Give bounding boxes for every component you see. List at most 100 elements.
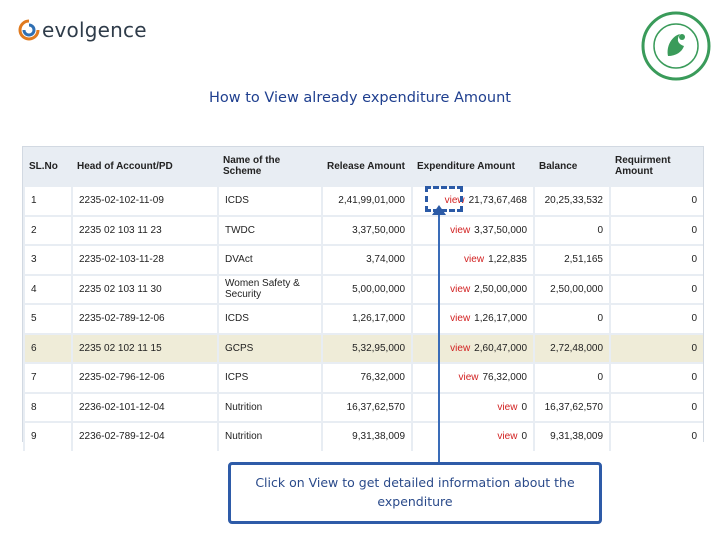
cell-release: 2,41,99,01,000 <box>321 185 411 215</box>
view-link[interactable]: view <box>450 313 471 325</box>
cell-slno: 1 <box>23 185 71 215</box>
cell-scheme: Nutrition <box>217 421 321 451</box>
cell-expenditure: view 0 <box>411 421 533 451</box>
table-row: 3 2235-02-103-11-28 DVAct 3,74,000 view 1,22,… <box>23 244 703 274</box>
cell-scheme: Nutrition <box>217 391 321 421</box>
instruction-callout: Click on View to get detailed informatio… <box>228 462 602 524</box>
expenditure-amount: 0 <box>521 431 527 443</box>
cell-slno: 4 <box>23 273 71 303</box>
expenditure-table: SL.No Head of Account/PD Name of the Sch… <box>22 146 704 451</box>
cell-scheme: ICDS <box>217 303 321 333</box>
brand-logo: evolgence <box>18 18 147 42</box>
expenditure-amount: 3,37,50,000 <box>474 224 527 236</box>
cell-release: 3,37,50,000 <box>321 214 411 244</box>
cell-balance: 0 <box>533 214 609 244</box>
cell-head-of-account: 2235 02 103 11 23 <box>71 214 217 244</box>
view-link[interactable]: view <box>458 372 479 384</box>
department-seal-icon <box>640 10 712 82</box>
view-link[interactable]: view <box>450 283 471 295</box>
col-header-expenditure: Expenditure Amount <box>411 147 533 185</box>
expenditure-amount: 1,22,835 <box>488 254 527 266</box>
cell-expenditure: view 1,26,17,000 <box>411 303 533 333</box>
cell-expenditure: view 3,37,50,000 <box>411 214 533 244</box>
cell-scheme: GCPS <box>217 332 321 362</box>
cell-requirement: 0 <box>609 273 703 303</box>
expenditure-amount: 2,60,47,000 <box>474 342 527 354</box>
cell-requirement: 0 <box>609 244 703 274</box>
table-header-row: SL.No Head of Account/PD Name of the Sch… <box>23 147 703 185</box>
cell-expenditure: view 2,60,47,000 <box>411 332 533 362</box>
cell-head-of-account: 2235 02 103 11 30 <box>71 273 217 303</box>
cell-head-of-account: 2235-02-796-12-06 <box>71 362 217 392</box>
cell-balance: 9,31,38,009 <box>533 421 609 451</box>
cell-slno: 2 <box>23 214 71 244</box>
cell-balance: 0 <box>533 362 609 392</box>
cell-slno: 5 <box>23 303 71 333</box>
cell-requirement: 0 <box>609 185 703 215</box>
view-link[interactable]: view <box>497 401 518 413</box>
cell-slno: 3 <box>23 244 71 274</box>
cell-balance: 2,51,165 <box>533 244 609 274</box>
col-header-balance: Balance <box>533 147 609 185</box>
cell-release: 16,37,62,570 <box>321 391 411 421</box>
expenditure-amount: 21,73,67,468 <box>468 195 527 207</box>
cell-release: 5,32,95,000 <box>321 332 411 362</box>
cell-balance: 2,50,00,000 <box>533 273 609 303</box>
cell-slno: 9 <box>23 421 71 451</box>
logo-text: evolgence <box>42 18 147 42</box>
col-header-requirement: Requirment Amount <box>609 147 703 185</box>
expenditure-amount: 1,26,17,000 <box>474 313 527 325</box>
cell-scheme: Women Safety & Security <box>217 273 321 303</box>
cell-release: 1,26,17,000 <box>321 303 411 333</box>
cell-head-of-account: 2235-02-103-11-28 <box>71 244 217 274</box>
table-row: 8 2236-02-101-12-04 Nutrition 16,37,62,570 v… <box>23 391 703 421</box>
view-highlight-box <box>425 186 463 212</box>
cell-release: 5,00,00,000 <box>321 273 411 303</box>
col-header-release: Release Amount <box>321 147 411 185</box>
cell-expenditure: view 2,50,00,000 <box>411 273 533 303</box>
cell-slno: 7 <box>23 362 71 392</box>
cell-requirement: 0 <box>609 391 703 421</box>
table-row: 7 2235-02-796-12-06 ICPS 76,32,000 view 76,32… <box>23 362 703 392</box>
cell-requirement: 0 <box>609 332 703 362</box>
cell-expenditure: view 0 <box>411 391 533 421</box>
expenditure-amount: 2,50,00,000 <box>474 283 527 295</box>
cell-balance: 2,72,48,000 <box>533 332 609 362</box>
expenditure-amount: 76,32,000 <box>482 372 528 384</box>
cell-slno: 8 <box>23 391 71 421</box>
cell-scheme: ICDS <box>217 185 321 215</box>
table-row: 2 2235 02 103 11 23 TWDC 3,37,50,000 view 3,3… <box>23 214 703 244</box>
cell-balance: 0 <box>533 303 609 333</box>
cell-release: 9,31,38,009 <box>321 421 411 451</box>
view-link[interactable]: view <box>444 195 465 207</box>
table-row: 4 2235 02 103 11 30 Women Safety & Securit… <box>23 273 703 303</box>
table-row: 1 2235-02-102-11-09 ICDS 2,41,99,01,000 view… <box>23 185 703 215</box>
cell-expenditure: view 1,22,835 <box>411 244 533 274</box>
cell-scheme: DVAct <box>217 244 321 274</box>
view-link[interactable]: view <box>497 431 518 443</box>
swirl-logo-icon <box>18 19 40 41</box>
cell-requirement: 0 <box>609 214 703 244</box>
cell-slno: 6 <box>23 332 71 362</box>
table-row: 5 2235-02-789-12-06 ICDS 1,26,17,000 view 1,2… <box>23 303 703 333</box>
expenditure-amount: 0 <box>521 401 527 413</box>
cell-balance: 20,25,33,532 <box>533 185 609 215</box>
cell-requirement: 0 <box>609 362 703 392</box>
cell-head-of-account: 2235-02-102-11-09 <box>71 185 217 215</box>
pointer-arrow-line <box>438 212 440 464</box>
table-row: 6 2235 02 102 11 15 GCPS 5,32,95,000 view 2,6… <box>23 332 703 362</box>
view-link[interactable]: view <box>450 342 471 354</box>
cell-scheme: TWDC <box>217 214 321 244</box>
view-link[interactable]: view <box>450 224 471 236</box>
cell-balance: 16,37,62,570 <box>533 391 609 421</box>
col-header-scheme: Name of the Scheme <box>217 147 321 185</box>
cell-release: 3,74,000 <box>321 244 411 274</box>
cell-requirement: 0 <box>609 303 703 333</box>
view-link[interactable]: view <box>464 254 485 266</box>
cell-expenditure: view 76,32,000 <box>411 362 533 392</box>
table-row: 9 2236-02-789-12-04 Nutrition 9,31,38,009 vi… <box>23 421 703 451</box>
page-title: How to View already expenditure Amount <box>208 90 511 106</box>
cell-scheme: ICPS <box>217 362 321 392</box>
cell-head-of-account: 2236-02-789-12-04 <box>71 421 217 451</box>
cell-head-of-account: 2236-02-101-12-04 <box>71 391 217 421</box>
